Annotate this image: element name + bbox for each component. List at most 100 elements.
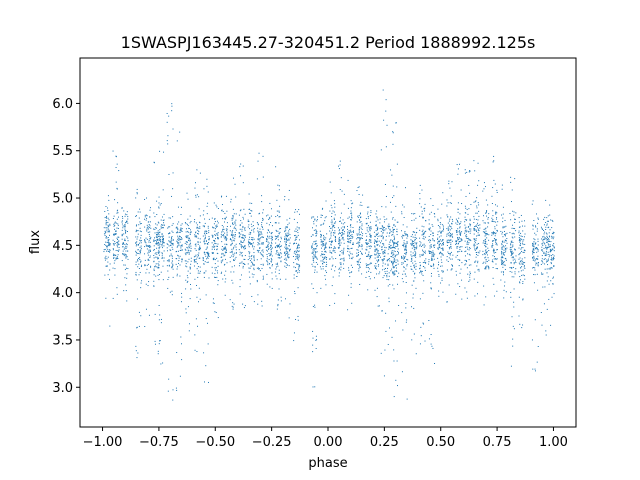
data-point: [550, 241, 552, 243]
data-point: [262, 275, 264, 277]
data-point: [411, 234, 413, 236]
data-point: [510, 262, 512, 264]
data-point: [428, 219, 430, 221]
data-point: [457, 202, 459, 204]
data-point: [232, 306, 234, 308]
data-point: [450, 245, 452, 247]
data-point: [178, 231, 180, 233]
data-point: [188, 244, 190, 246]
data-point: [224, 274, 226, 276]
data-point: [144, 239, 146, 241]
data-point: [292, 255, 294, 257]
data-point: [459, 241, 461, 243]
data-point: [122, 225, 124, 227]
data-point: [217, 272, 219, 274]
data-point: [322, 207, 324, 209]
data-point: [414, 273, 416, 275]
data-point: [380, 149, 382, 151]
data-point: [109, 243, 111, 245]
data-point: [160, 227, 162, 229]
data-point: [124, 215, 126, 217]
data-point: [419, 244, 421, 246]
data-point: [495, 268, 497, 270]
data-point: [136, 252, 138, 254]
data-point: [232, 237, 234, 239]
data-point: [286, 248, 288, 250]
data-point: [140, 223, 142, 224]
data-point: [438, 236, 440, 238]
data-point: [325, 250, 327, 252]
data-point: [411, 244, 413, 246]
data-point: [277, 236, 279, 238]
data-point: [343, 203, 345, 205]
data-point: [232, 234, 234, 236]
data-point: [514, 271, 516, 273]
data-point: [384, 349, 386, 351]
data-point: [116, 227, 118, 229]
data-point: [365, 263, 367, 265]
data-point: [314, 256, 316, 258]
data-point: [385, 312, 387, 314]
data-point: [298, 270, 300, 272]
data-point: [394, 238, 396, 240]
data-point: [284, 252, 285, 254]
data-point: [188, 237, 190, 239]
data-point: [482, 220, 484, 222]
data-point: [430, 288, 432, 290]
data-point: [457, 168, 459, 170]
data-point: [229, 230, 231, 232]
data-point: [166, 260, 168, 262]
data-point: [457, 251, 459, 253]
data-point: [116, 163, 118, 165]
data-point: [382, 238, 384, 240]
data-point: [315, 229, 317, 231]
data-point: [533, 238, 535, 240]
data-point: [149, 244, 151, 246]
data-point: [139, 223, 141, 225]
data-point: [478, 210, 480, 212]
data-point: [146, 264, 148, 266]
data-point: [524, 262, 526, 264]
data-point: [315, 248, 317, 250]
data-point: [351, 212, 353, 214]
data-point: [181, 249, 183, 251]
data-point: [487, 226, 489, 228]
data-point: [115, 167, 117, 169]
data-point: [278, 216, 280, 218]
data-point: [278, 288, 280, 290]
data-point: [239, 228, 241, 230]
data-point: [269, 218, 271, 220]
data-point: [158, 257, 160, 259]
data-point: [139, 259, 141, 261]
data-point: [446, 228, 448, 230]
data-point: [105, 206, 107, 207]
data-point: [239, 251, 241, 253]
data-point: [448, 220, 450, 222]
data-point: [136, 326, 138, 328]
data-point: [114, 199, 116, 201]
data-point: [288, 222, 290, 224]
data-point: [149, 209, 151, 211]
data-point: [351, 214, 353, 216]
data-point: [162, 265, 164, 267]
data-point: [486, 252, 488, 254]
data-point: [148, 224, 150, 226]
data-point: [406, 319, 408, 321]
data-point: [238, 214, 240, 216]
data-point: [163, 242, 165, 244]
data-point: [339, 258, 341, 260]
data-point: [348, 239, 350, 241]
data-point: [279, 245, 281, 247]
data-point: [311, 216, 313, 218]
data-point: [344, 226, 346, 228]
data-point: [536, 251, 538, 253]
data-point: [437, 247, 439, 249]
data-point: [262, 264, 264, 266]
data-point: [548, 253, 550, 255]
data-point: [439, 239, 441, 241]
data-point: [493, 155, 495, 157]
data-point: [447, 260, 449, 262]
data-point: [405, 275, 407, 277]
data-point: [232, 223, 234, 225]
data-point: [510, 365, 512, 367]
